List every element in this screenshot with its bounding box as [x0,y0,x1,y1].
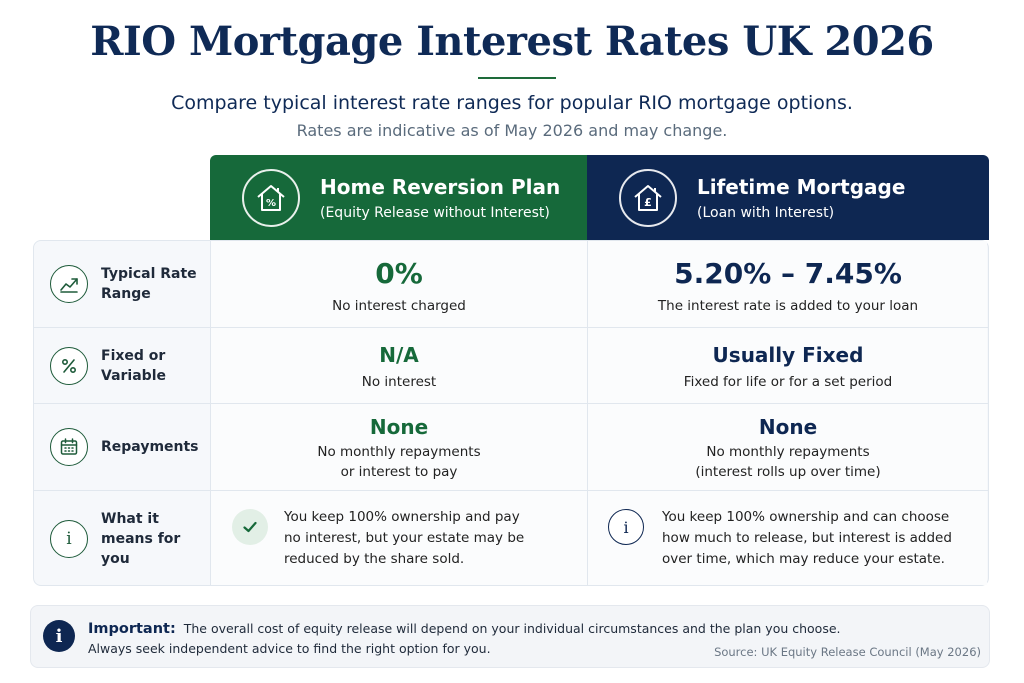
rates-note: Rates are indicative as of May 2026 and … [296,121,728,140]
important-line-2: Always seek independent advice to find t… [88,641,491,656]
house-pound-icon: £ [619,168,677,227]
row-divider [211,327,988,328]
meaning-line: no interest, but your estate may be [284,529,525,546]
meaning-line: how much to release, but interest is add… [662,529,952,546]
page-subtitle: Compare typical interest rate ranges for… [171,92,853,114]
column-divider [210,240,211,586]
column-subtitle: (Equity Release without Interest) [320,204,550,221]
check-icon [232,509,268,545]
column-header-lifetime-mortgage: £ Lifetime Mortgage (Loan with Interest) [587,155,989,240]
row-label-repayments: Repayments [33,404,210,490]
svg-text:%: % [266,198,276,209]
lm-rate-cell: 5.20% – 7.45% The interest rate is added… [588,257,988,316]
lm-meaning-cell: i You keep 100% ownership and can choose… [608,490,983,586]
info-icon: i [50,519,88,558]
row-divider [211,403,988,404]
meaning-line: over time, which may reduce your estate. [662,550,945,567]
hrp-rate-detail: No interest charged [332,298,466,314]
hrp-fixed-detail: No interest [361,374,437,390]
important-line-1: The overall cost of equity release will … [183,621,841,636]
column-subtitle: (Loan with Interest) [697,204,835,221]
hrp-repayments-value: None [369,415,429,439]
title-underline [478,77,556,79]
column-title: Lifetime Mortgage [697,174,906,199]
hrp-repayments-detail-2: or interest to pay [340,464,458,480]
row-label-text: Repayments [101,439,199,455]
important-label: Important: [88,621,176,637]
lm-repayments-cell: None No monthly repayments (interest rol… [588,415,988,482]
lm-fixed-detail: Fixed for life or for a set period [683,374,893,390]
meaning-line: reduced by the share sold. [284,550,465,567]
meaning-line: You keep 100% ownership and can choose [662,508,950,525]
lm-repayments-detail-2: (interest rolls up over time) [695,464,881,480]
hrp-meaning-cell: You keep 100% ownership and pay no inter… [232,490,582,586]
calendar-icon [50,428,88,466]
house-percent-icon: % [242,168,300,227]
row-label-fixed-variable: Fixed or Variable [33,328,210,403]
important-notice: i Important: The overall cost of equity … [30,605,990,668]
values-background [211,241,987,585]
row-label-text: What it means for you [101,510,181,567]
lm-rate-value: 5.20% – 7.45% [674,257,902,290]
column-title: Home Reversion Plan [320,174,561,199]
row-divider [211,490,988,491]
percent-icon [50,346,88,385]
lm-fixed-cell: Usually Fixed Fixed for life or for a se… [588,343,988,392]
source-note: Source: UK Equity Release Council (May 2… [714,645,981,659]
lm-fixed-value: Usually Fixed [712,343,864,367]
page-title: RIO Mortgage Interest Rates UK 2026 [90,18,934,65]
row-label-text: Fixed or Variable [101,347,166,384]
info-icon: i [608,509,644,545]
info-icon: i [43,620,75,652]
row-label-text: Typical Rate Range [101,266,197,302]
row-label-rate-range: Typical Rate Range [33,241,210,327]
meaning-line: You keep 100% ownership and pay [284,508,520,525]
svg-text:£: £ [644,196,652,209]
hrp-repayments-detail-1: No monthly repayments [317,444,481,460]
hrp-repayments-cell: None No monthly repayments or interest t… [211,415,587,482]
lm-repayments-detail-1: No monthly repayments [706,444,870,460]
lm-rate-detail: The interest rate is added to your loan [657,298,919,314]
hrp-fixed-cell: N/A No interest [211,343,587,392]
trend-up-icon [50,265,88,303]
hrp-rate-cell: 0% No interest charged [211,257,587,316]
column-divider [587,240,588,586]
row-label-what-it-means: i What it means for you [33,491,210,586]
column-header-home-reversion: % Home Reversion Plan (Equity Release wi… [210,155,587,240]
hrp-fixed-value: N/A [379,343,419,367]
lm-repayments-value: None [758,415,818,439]
hrp-rate-value: 0% [375,257,423,290]
